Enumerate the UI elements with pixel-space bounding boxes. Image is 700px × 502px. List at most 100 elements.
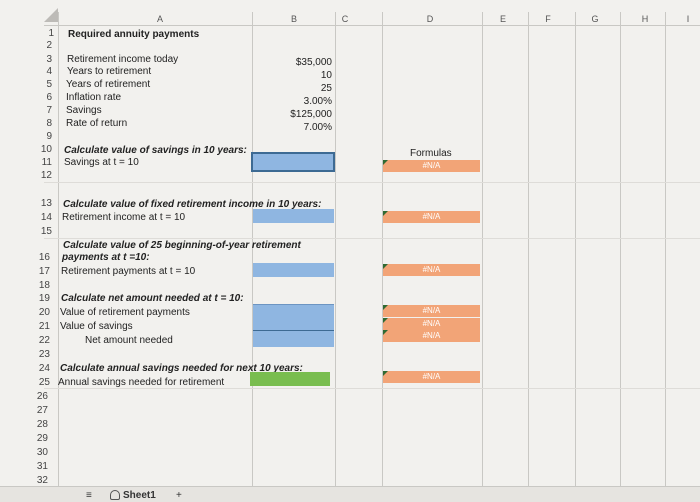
col-header-a[interactable]: A — [156, 14, 163, 24]
input-value[interactable]: 7.00% — [303, 122, 332, 133]
col-header-c[interactable]: C — [341, 14, 349, 24]
sheet-list-menu-icon[interactable]: ≡ — [86, 490, 92, 501]
row-number[interactable]: 18 — [38, 280, 50, 291]
row-number[interactable]: 6 — [46, 92, 52, 103]
row-number[interactable]: 30 — [36, 447, 48, 458]
input-value[interactable]: $35,000 — [295, 57, 332, 68]
col-header-g[interactable]: G — [591, 14, 599, 24]
annual-savings-cell[interactable] — [250, 372, 330, 386]
row-number[interactable]: 4 — [46, 66, 52, 77]
formula-cell[interactable]: #N/A — [383, 264, 480, 276]
input-label[interactable]: Inflation rate — [66, 92, 122, 103]
error-indicator-icon — [383, 264, 388, 269]
row-number[interactable]: 19 — [38, 293, 50, 304]
row-number[interactable]: 8 — [46, 118, 52, 129]
sheet-tab[interactable]: Sheet1 — [110, 490, 156, 501]
input-value[interactable]: $125,000 — [290, 109, 332, 120]
input-value[interactable]: 3.00% — [303, 96, 332, 107]
row-number[interactable]: 10 — [40, 144, 52, 155]
error-indicator-icon — [383, 318, 388, 323]
grid-line — [620, 12, 621, 486]
input-label[interactable]: Rate of return — [66, 118, 128, 129]
row-number[interactable]: 24 — [38, 363, 50, 374]
grid-line — [44, 238, 700, 239]
row-number[interactable]: 22 — [38, 335, 50, 346]
grid-line — [382, 12, 383, 486]
row-number[interactable]: 2 — [46, 40, 52, 51]
add-sheet-button[interactable]: + — [176, 490, 182, 501]
input-label[interactable]: Savings — [66, 105, 102, 116]
row-number[interactable]: 32 — [36, 475, 48, 486]
row-label[interactable]: Retirement payments at t = 10 — [61, 266, 196, 277]
error-indicator-icon — [383, 305, 388, 310]
formula-cell[interactable]: #N/A — [383, 371, 480, 383]
row-number[interactable]: 29 — [36, 433, 48, 444]
section-heading[interactable]: Calculate value of fixed retirement inco… — [63, 199, 322, 210]
row-label[interactable]: Retirement income at t = 10 — [62, 212, 186, 223]
formula-cell[interactable]: #N/A — [383, 305, 480, 317]
col-header-e[interactable]: E — [499, 14, 506, 24]
formula-cell[interactable]: #N/A — [383, 330, 480, 342]
row-label[interactable]: Value of retirement payments — [60, 307, 190, 318]
section-heading[interactable]: Calculate net amount needed at t = 10: — [61, 293, 244, 304]
row-number[interactable]: 15 — [40, 226, 52, 237]
input-label[interactable]: Retirement income today — [67, 54, 179, 65]
row-number[interactable]: 26 — [36, 391, 48, 402]
row-number[interactable]: 5 — [46, 79, 52, 90]
section-heading[interactable]: Calculate value of savings in 10 years: — [64, 145, 247, 156]
formula-cell[interactable]: #N/A — [383, 160, 480, 172]
net-amount-block[interactable] — [253, 304, 334, 347]
row-label[interactable]: Net amount needed — [85, 335, 173, 346]
row-number[interactable]: 14 — [40, 212, 52, 223]
retirement-income-t10-cell[interactable] — [253, 209, 334, 223]
col-header-f[interactable]: F — [545, 14, 551, 24]
col-header-d[interactable]: D — [426, 14, 434, 24]
row-number[interactable]: 28 — [36, 419, 48, 430]
savings-t10-cell[interactable] — [251, 152, 335, 172]
section-heading[interactable]: Calculate value of 25 beginning-of-year … — [63, 240, 301, 251]
row-label[interactable]: Value of savings — [60, 321, 133, 332]
sheet-tab-bar: ≡ Sheet1 + — [0, 486, 700, 502]
header-divider — [44, 25, 700, 26]
formula-cell[interactable]: #N/A — [383, 211, 480, 223]
input-value[interactable]: 10 — [320, 70, 332, 81]
row-number[interactable]: 31 — [36, 461, 48, 472]
col-header-b[interactable]: B — [290, 14, 297, 24]
row-number[interactable]: 20 — [38, 307, 50, 318]
row-number[interactable]: 1 — [48, 28, 54, 39]
section-heading[interactable]: Calculate annual savings needed for next… — [60, 363, 303, 374]
input-label[interactable]: Years to retirement — [67, 66, 152, 77]
row-number[interactable]: 27 — [36, 405, 48, 416]
grid-line — [575, 12, 576, 486]
row-number[interactable]: 9 — [46, 131, 52, 142]
row-number[interactable]: 13 — [40, 198, 52, 209]
grid-line — [528, 12, 529, 486]
retirement-payments-t10-cell[interactable] — [253, 263, 334, 277]
sheet-title[interactable]: Required annuity payments — [68, 29, 200, 40]
row-number[interactable]: 7 — [46, 105, 52, 116]
row-number[interactable]: 16 — [38, 252, 50, 263]
row-number[interactable]: 12 — [40, 170, 52, 181]
input-label[interactable]: Years of retirement — [66, 79, 151, 90]
select-all-corner[interactable] — [44, 8, 58, 22]
row-number[interactable]: 21 — [38, 321, 50, 332]
grid-line — [665, 12, 666, 486]
row-number[interactable]: 3 — [46, 54, 52, 65]
grid-line — [252, 12, 253, 486]
formula-cell[interactable]: #N/A — [383, 318, 480, 330]
row-number[interactable]: 25 — [38, 377, 50, 388]
col-header-h[interactable]: H — [641, 14, 649, 24]
row-label[interactable]: Savings at t = 10 — [64, 157, 139, 168]
grid-line — [44, 388, 700, 389]
row-number[interactable]: 17 — [38, 266, 50, 277]
section-heading[interactable]: payments at t =10: — [62, 252, 150, 263]
grid-line — [482, 12, 483, 486]
row-label[interactable]: Annual savings needed for retirement — [58, 377, 225, 388]
formulas-header: Formulas — [410, 148, 452, 159]
row-number[interactable]: 23 — [38, 349, 50, 360]
row-number[interactable]: 11 — [41, 157, 52, 168]
error-indicator-icon — [383, 371, 388, 376]
input-value[interactable]: 25 — [320, 83, 332, 94]
col-header-i[interactable]: I — [686, 14, 690, 24]
